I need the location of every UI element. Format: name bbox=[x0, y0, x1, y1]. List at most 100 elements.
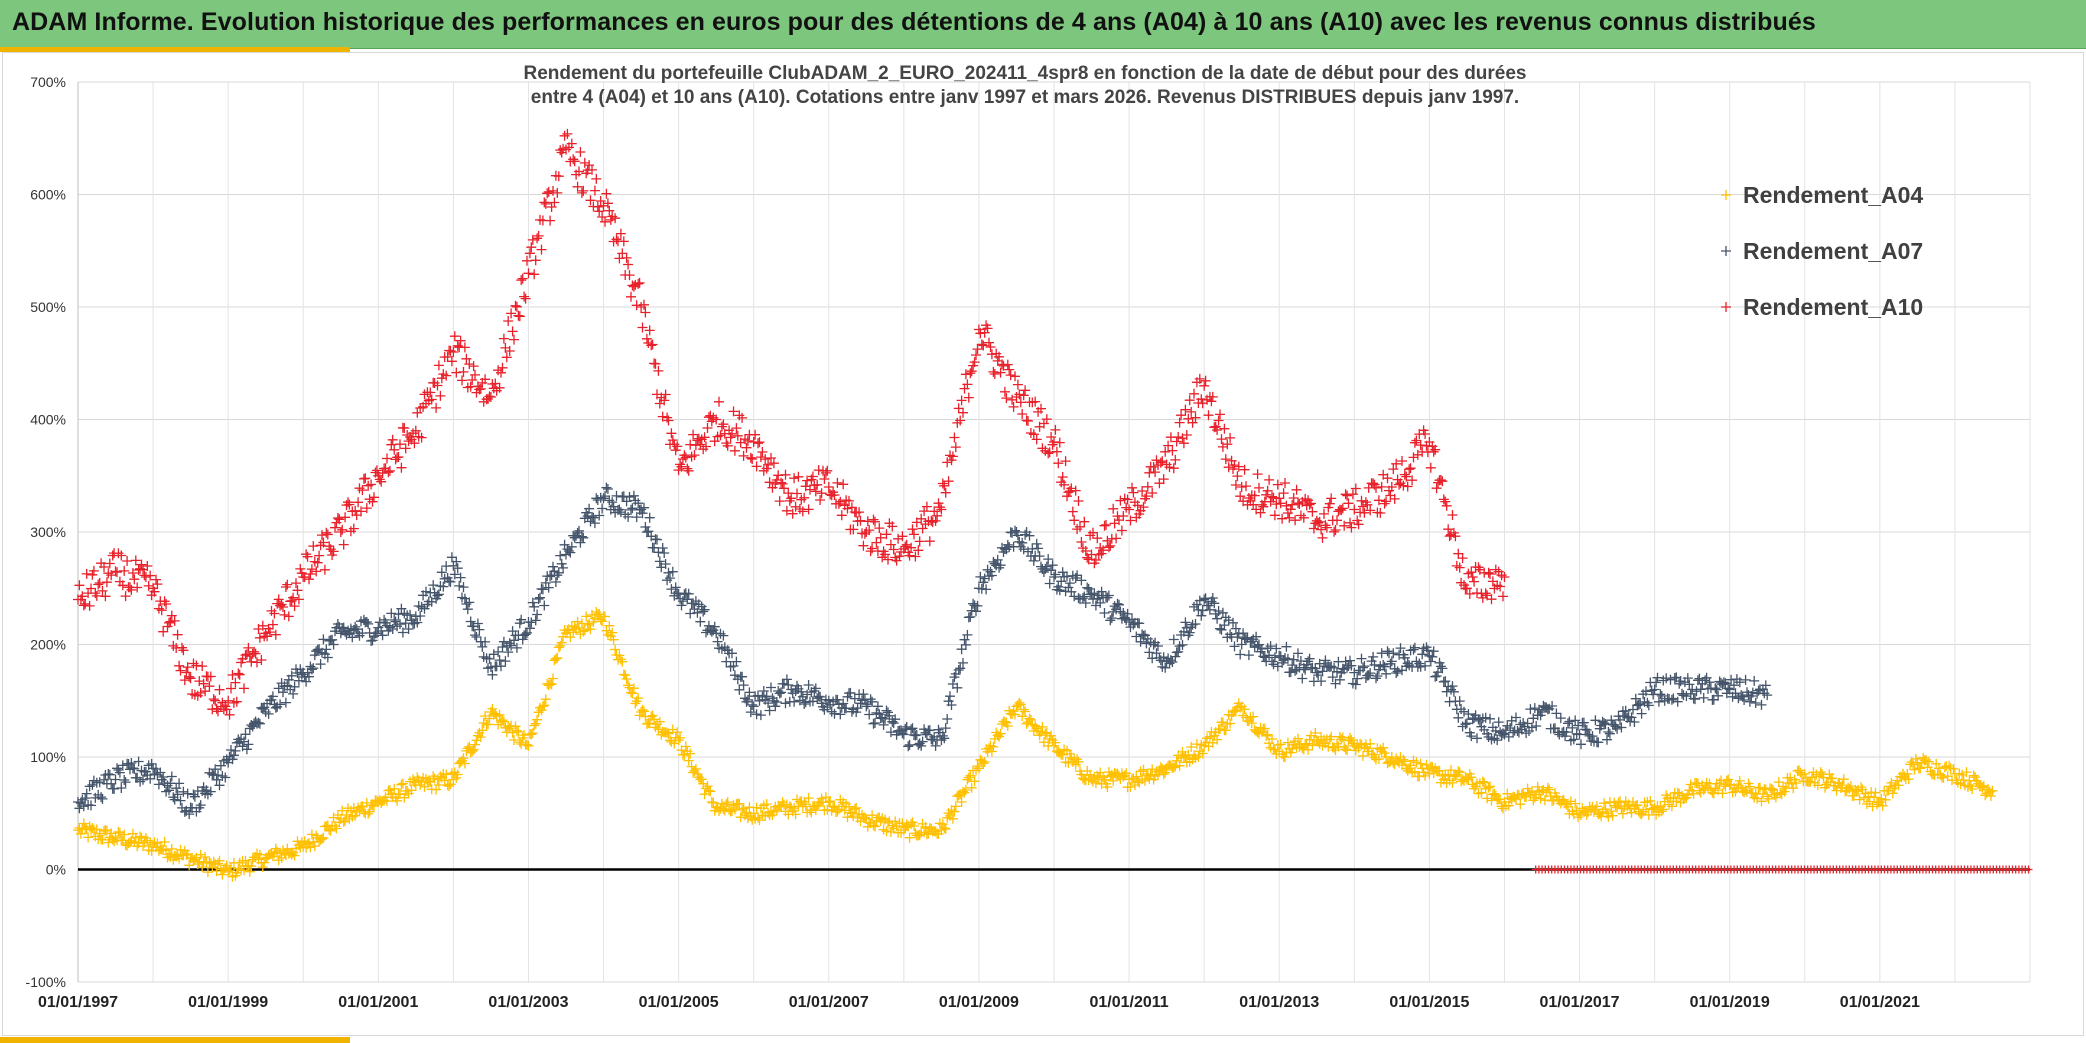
data-point bbox=[627, 503, 638, 514]
data-point bbox=[1587, 731, 1598, 742]
series-points bbox=[73, 128, 1998, 882]
data-point bbox=[600, 611, 610, 622]
data-point bbox=[289, 850, 300, 861]
data-point bbox=[112, 567, 122, 578]
data-point bbox=[975, 571, 986, 582]
data-point bbox=[91, 590, 102, 601]
data-point bbox=[1067, 506, 1078, 517]
data-point bbox=[999, 386, 1010, 397]
data-point bbox=[751, 461, 762, 472]
data-point bbox=[1217, 717, 1228, 728]
data-point bbox=[246, 861, 257, 872]
data-point bbox=[894, 551, 905, 562]
data-point bbox=[1103, 590, 1114, 601]
data-point bbox=[940, 824, 951, 834]
data-point bbox=[1446, 765, 1456, 776]
data-point bbox=[87, 779, 98, 790]
data-point bbox=[1459, 706, 1469, 717]
data-point bbox=[1718, 677, 1729, 688]
data-point bbox=[263, 708, 274, 719]
data-point bbox=[194, 676, 205, 687]
data-point bbox=[142, 561, 153, 571]
data-point bbox=[321, 527, 332, 538]
data-point bbox=[104, 558, 115, 569]
data-point bbox=[1744, 696, 1755, 707]
data-point bbox=[1203, 410, 1214, 421]
data-point bbox=[1043, 448, 1054, 459]
data-point bbox=[1422, 645, 1433, 656]
data-point bbox=[1017, 409, 1028, 419]
data-point bbox=[575, 147, 586, 157]
data-point bbox=[1220, 454, 1231, 465]
legend-marker bbox=[1721, 190, 1731, 200]
data-point bbox=[328, 639, 339, 650]
data-point bbox=[88, 565, 99, 576]
data-point bbox=[816, 488, 827, 499]
data-point bbox=[1939, 762, 1950, 773]
data-point bbox=[550, 577, 561, 587]
data-point bbox=[240, 650, 251, 661]
data-point bbox=[182, 788, 193, 799]
data-point bbox=[435, 390, 446, 401]
data-point bbox=[197, 661, 208, 672]
data-point bbox=[386, 608, 397, 619]
data-point bbox=[890, 714, 901, 725]
data-point bbox=[776, 477, 787, 488]
data-point bbox=[1223, 615, 1234, 626]
data-point bbox=[705, 786, 716, 797]
data-point bbox=[1694, 785, 1705, 796]
data-point bbox=[618, 236, 629, 247]
data-point bbox=[585, 195, 596, 206]
data-point bbox=[1539, 795, 1550, 806]
data-point bbox=[1002, 539, 1013, 550]
data-point bbox=[1349, 667, 1360, 678]
data-point bbox=[1537, 785, 1547, 796]
data-point bbox=[467, 375, 478, 385]
data-point bbox=[432, 590, 443, 601]
data-point bbox=[1983, 784, 1994, 795]
data-point bbox=[120, 591, 131, 602]
data-point bbox=[1122, 608, 1133, 619]
data-point bbox=[911, 729, 922, 740]
data-point bbox=[135, 831, 146, 842]
data-point bbox=[1070, 485, 1081, 496]
data-point bbox=[166, 843, 177, 854]
data-point bbox=[800, 697, 811, 708]
data-point bbox=[337, 805, 348, 816]
data-point bbox=[1378, 742, 1389, 753]
data-point bbox=[240, 729, 251, 740]
data-point bbox=[1411, 435, 1422, 446]
data-point bbox=[1057, 472, 1068, 482]
data-point bbox=[732, 430, 743, 441]
data-point bbox=[851, 707, 862, 718]
data-point bbox=[755, 710, 766, 721]
data-point bbox=[781, 674, 792, 685]
data-point bbox=[924, 536, 935, 547]
data-point bbox=[315, 540, 326, 551]
data-point bbox=[1053, 458, 1064, 469]
data-point bbox=[1576, 739, 1586, 750]
data-point bbox=[393, 609, 404, 620]
data-point bbox=[1115, 495, 1126, 506]
data-point bbox=[93, 579, 104, 590]
data-point bbox=[579, 625, 590, 636]
data-point bbox=[978, 340, 989, 351]
data-point bbox=[1316, 676, 1327, 687]
data-point bbox=[1105, 615, 1116, 626]
data-point bbox=[1297, 673, 1308, 684]
data-point bbox=[545, 215, 556, 226]
data-point bbox=[971, 606, 981, 617]
data-point bbox=[940, 723, 951, 734]
data-point bbox=[685, 608, 696, 619]
data-point bbox=[959, 787, 970, 798]
data-point bbox=[1408, 644, 1419, 655]
data-point bbox=[470, 739, 480, 750]
data-point bbox=[715, 430, 726, 441]
data-point bbox=[556, 558, 567, 569]
data-point bbox=[96, 792, 107, 803]
data-point bbox=[1739, 695, 1750, 705]
data-point bbox=[399, 423, 410, 434]
data-point bbox=[119, 775, 130, 785]
data-point bbox=[1464, 588, 1475, 599]
data-point bbox=[1612, 802, 1623, 813]
